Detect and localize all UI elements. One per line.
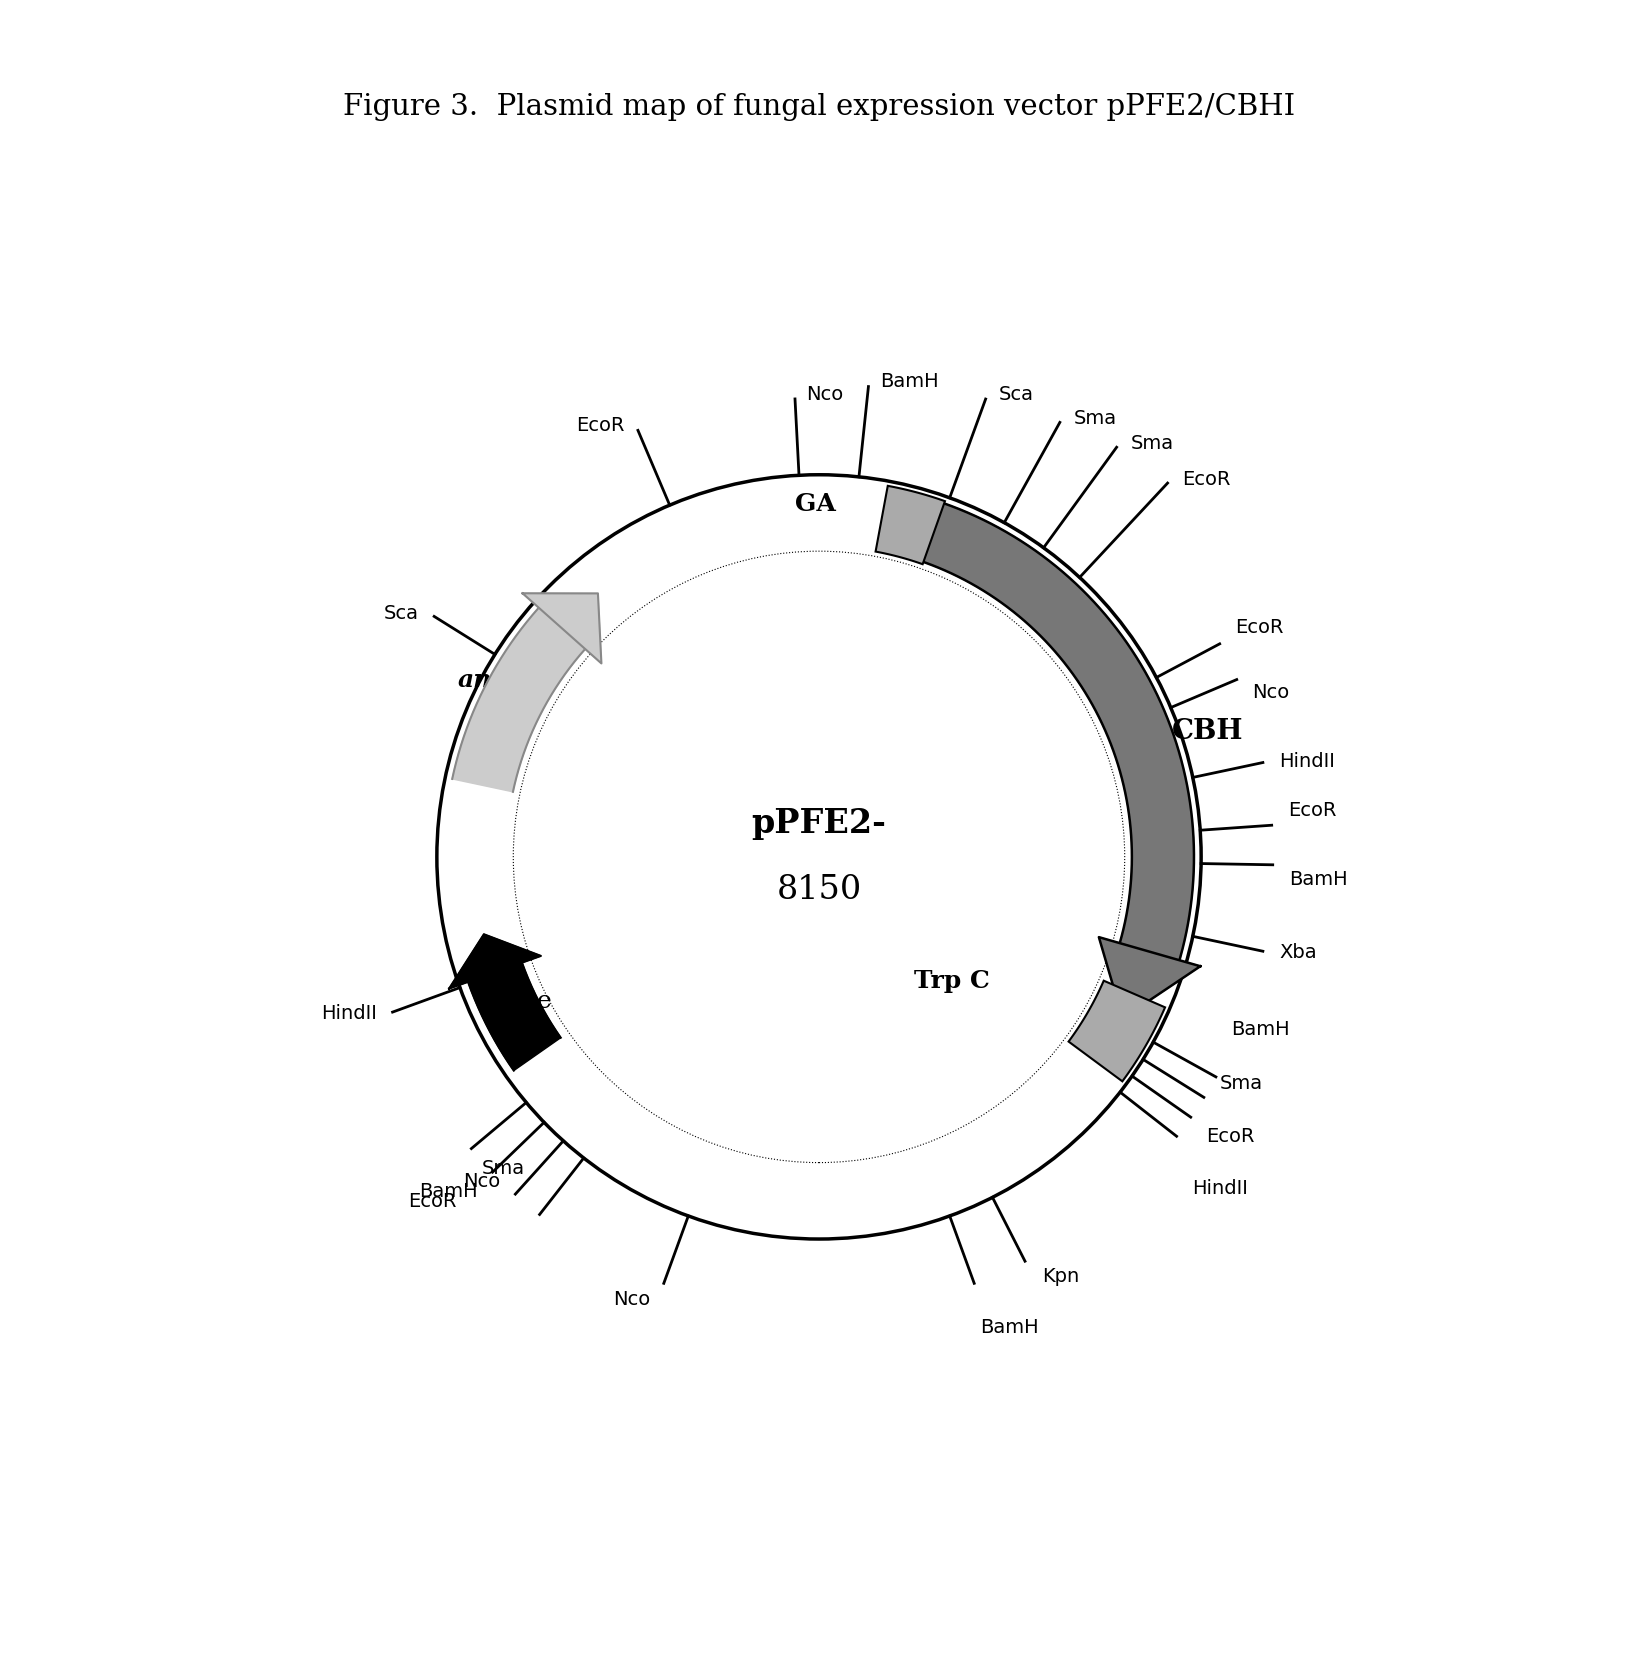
Polygon shape [468, 963, 560, 1071]
Text: Sca: Sca [999, 385, 1034, 405]
Text: Sma: Sma [1073, 408, 1117, 428]
Text: BamH: BamH [880, 372, 939, 392]
Polygon shape [523, 593, 601, 663]
Text: BamH: BamH [980, 1318, 1038, 1338]
Text: Kpn: Kpn [1042, 1268, 1079, 1286]
Polygon shape [452, 608, 585, 791]
Polygon shape [449, 935, 541, 988]
Text: BamH: BamH [1232, 1020, 1291, 1040]
Text: BamH: BamH [1289, 870, 1348, 888]
Text: pPFE2-: pPFE2- [752, 806, 886, 840]
Text: HindII: HindII [1279, 751, 1335, 771]
Polygon shape [1068, 981, 1165, 1081]
Text: Nco: Nco [464, 1171, 501, 1191]
Text: 8150: 8150 [776, 875, 862, 906]
Text: ple: ple [514, 990, 552, 1013]
Text: Trp C: Trp C [914, 970, 989, 993]
Text: Figure 3.  Plasmid map of fungal expression vector pPFE2/CBHI: Figure 3. Plasmid map of fungal expressi… [342, 93, 1296, 120]
Text: Nco: Nco [614, 1289, 650, 1309]
Text: EcoR: EcoR [1235, 618, 1284, 636]
Text: EcoR: EcoR [1287, 801, 1337, 820]
Text: Sma: Sma [1130, 433, 1174, 453]
Text: BamH: BamH [419, 1183, 478, 1201]
Text: HindII: HindII [1192, 1180, 1248, 1198]
Polygon shape [876, 486, 945, 565]
Polygon shape [1099, 938, 1201, 1018]
Text: GA: GA [796, 491, 837, 516]
Text: CBH: CBH [1173, 718, 1243, 745]
Text: EcoR: EcoR [408, 1191, 457, 1211]
Text: Nco: Nco [806, 385, 844, 403]
Text: EcoR: EcoR [1206, 1126, 1255, 1146]
Text: Xba: Xba [1279, 943, 1317, 961]
Text: Sca: Sca [383, 605, 419, 623]
Text: am: am [459, 668, 501, 691]
Polygon shape [916, 500, 1194, 960]
Text: HindII: HindII [321, 1005, 377, 1023]
Text: EcoR: EcoR [577, 416, 624, 435]
Text: Sma: Sma [1219, 1075, 1263, 1093]
Text: Nco: Nco [1253, 683, 1289, 701]
Text: EcoR: EcoR [1183, 470, 1230, 490]
Text: Sma: Sma [482, 1160, 526, 1178]
